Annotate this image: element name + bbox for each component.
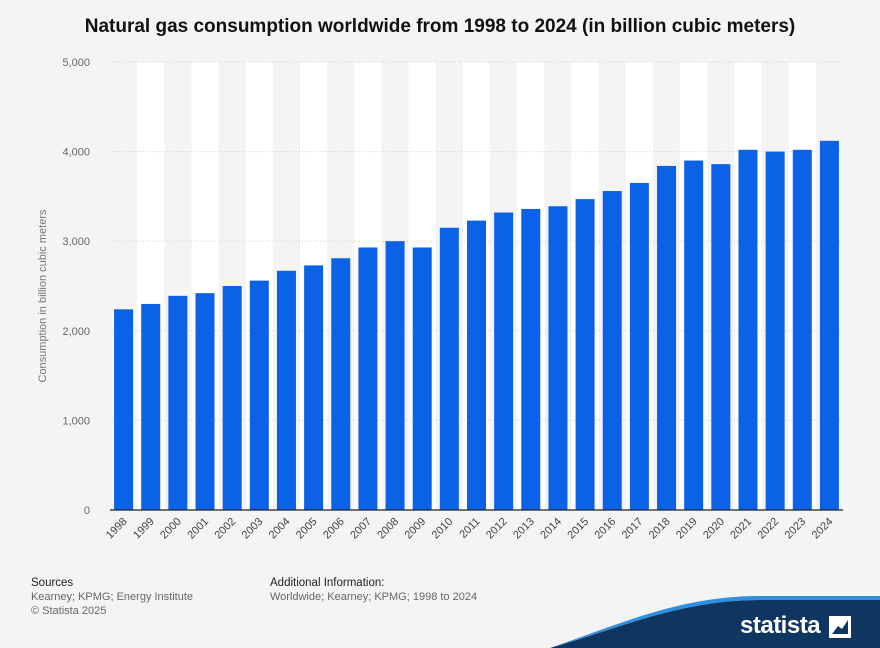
sources-line-2: © Statista 2025 bbox=[31, 605, 107, 617]
additional-info-heading: Additional Information: bbox=[270, 577, 385, 589]
bar bbox=[738, 149, 758, 511]
y-tick-label: 0 bbox=[84, 505, 90, 517]
bar bbox=[385, 241, 405, 510]
bar bbox=[249, 280, 269, 510]
x-tick-label: 2008 bbox=[375, 516, 401, 542]
x-tick-label: 2020 bbox=[701, 516, 727, 542]
bar bbox=[657, 165, 677, 510]
additional-info-text: Worldwide; Kearney; KPMG; 1998 to 2024 bbox=[270, 591, 478, 603]
chart-title: Natural gas consumption worldwide from 1… bbox=[84, 16, 796, 37]
bar bbox=[792, 149, 812, 511]
bar bbox=[439, 227, 459, 510]
x-tick-label: 2005 bbox=[294, 516, 320, 542]
bar bbox=[222, 286, 242, 510]
x-tick-label: 2011 bbox=[457, 516, 482, 541]
sources-block: Sources Kearney; KPMG; Energy Institute … bbox=[31, 576, 193, 618]
statista-logo[interactable]: statista bbox=[740, 612, 821, 639]
bar bbox=[575, 199, 595, 510]
x-tick-label: 2004 bbox=[267, 516, 293, 542]
y-tick-label: 2,000 bbox=[62, 326, 90, 338]
sources-line-1: Kearney; KPMG; Energy Institute bbox=[31, 591, 194, 603]
bar bbox=[467, 220, 486, 511]
y-tick-label: 3,000 bbox=[62, 236, 90, 248]
x-tick-label: 2017 bbox=[620, 516, 646, 542]
x-tick-label: 2016 bbox=[593, 516, 619, 542]
bar bbox=[494, 212, 514, 510]
bar bbox=[548, 206, 568, 511]
x-tick-label: 2010 bbox=[430, 516, 456, 542]
x-tick-label: 2022 bbox=[755, 516, 781, 542]
x-tick-label: 2013 bbox=[511, 516, 537, 542]
additional-info-block: Additional Information: Worldwide; Kearn… bbox=[270, 576, 477, 604]
x-tick-label: 2003 bbox=[240, 516, 266, 542]
bar bbox=[711, 164, 731, 511]
bar bbox=[629, 182, 649, 510]
y-tick-label: 4,000 bbox=[62, 147, 90, 159]
sources-heading: Sources bbox=[31, 577, 74, 589]
x-tick-label: 2006 bbox=[321, 516, 347, 542]
bar bbox=[304, 265, 324, 510]
statista-logo-icon bbox=[829, 616, 851, 638]
bar bbox=[276, 270, 296, 510]
x-tick-label: 2018 bbox=[647, 516, 673, 542]
y-tick-label: 5,000 bbox=[62, 57, 90, 69]
x-tick-label: 2007 bbox=[348, 516, 374, 542]
bar bbox=[114, 309, 134, 510]
x-tick-label: 2000 bbox=[158, 516, 184, 542]
x-tick-label: 2014 bbox=[538, 516, 564, 542]
x-tick-label: 1999 bbox=[131, 516, 157, 542]
bar bbox=[819, 140, 839, 510]
bar bbox=[521, 208, 541, 510]
y-tick-label: 1,000 bbox=[62, 415, 90, 427]
bar bbox=[684, 160, 704, 510]
bar bbox=[602, 191, 622, 511]
bar bbox=[141, 303, 161, 510]
bar bbox=[358, 247, 378, 511]
bar bbox=[412, 247, 432, 511]
x-tick-label: 1998 bbox=[104, 516, 130, 542]
x-tick-label: 2024 bbox=[810, 516, 836, 542]
bar bbox=[195, 293, 215, 510]
brand-wave-shape bbox=[550, 596, 880, 648]
x-tick-label: 2021 bbox=[728, 516, 754, 542]
x-tick-label: 2012 bbox=[484, 516, 510, 542]
x-tick-label: 2001 bbox=[185, 516, 211, 542]
x-tick-label: 2023 bbox=[783, 516, 809, 542]
x-tick-label: 2002 bbox=[212, 516, 238, 542]
y-axis-label: Consumption in billion cubic meters bbox=[37, 209, 49, 383]
bar bbox=[331, 258, 351, 510]
bar bbox=[168, 295, 188, 510]
bar bbox=[765, 151, 785, 510]
x-tick-label: 2019 bbox=[674, 516, 700, 542]
x-tick-label: 2015 bbox=[565, 516, 591, 542]
x-tick-label: 2009 bbox=[403, 516, 429, 542]
